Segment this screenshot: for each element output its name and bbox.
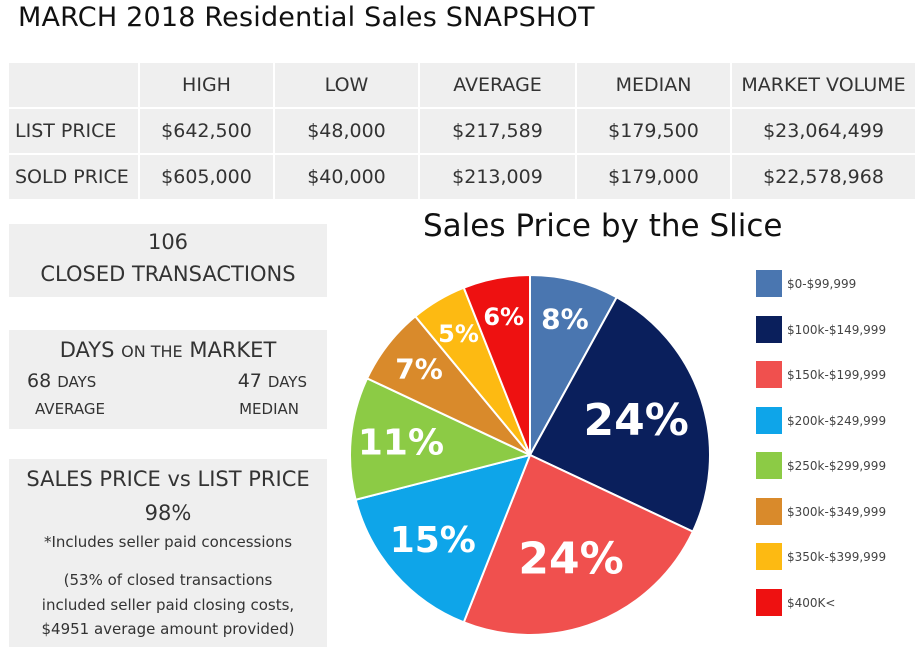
pie-slice-label: 7% (395, 352, 443, 385)
pie-slice-label: 24% (518, 533, 623, 584)
dom-title-part: DAYS (59, 338, 122, 362)
header-cell (9, 63, 140, 109)
closed-count: 106 (147, 230, 189, 254)
table-header-row: HIGH LOW AVERAGE MEDIAN MARKET VOLUME (9, 63, 915, 109)
legend-label: $100k-$149,999 (787, 322, 887, 337)
pie-slice (349, 377, 533, 501)
legend-swatch (756, 315, 782, 343)
ratio-title: SALES PRICE vs LIST PRICE (26, 467, 310, 491)
page-title: MARCH 2018 Residential Sales SNAPSHOT (18, 2, 595, 33)
pie-slice-label: 11% (358, 422, 444, 463)
chart-title: Sales Price by the Slice (423, 208, 783, 244)
legend-swatch (756, 588, 782, 616)
table-cell: $48,000 (274, 108, 420, 155)
pie-slice (529, 273, 619, 456)
legend-swatch (756, 270, 782, 297)
dom-title-part: ON THE (121, 342, 183, 361)
ratio-percent: 98% (144, 501, 192, 525)
legend-item: $250k-$299,999 (756, 450, 916, 480)
header-cell: LOW (274, 63, 420, 109)
dom-average-value: 68 DAYS (27, 370, 96, 392)
header-cell: MEDIAN (576, 63, 732, 109)
header-cell: HIGH (139, 63, 275, 109)
legend-label: $300k-$349,999 (787, 504, 887, 519)
dom-median-number: 47 (237, 370, 268, 392)
price-stats-table: HIGH LOW AVERAGE MEDIAN MARKET VOLUME LI… (9, 63, 915, 199)
dom-average-label: AVERAGE (35, 400, 105, 418)
table-cell: $213,009 (419, 154, 577, 199)
legend-item: $150k-$199,999 (756, 359, 916, 389)
dom-title-part: MARKET (182, 338, 277, 362)
days-on-market-box: DAYS ON THE MARKET 68 DAYS AVERAGE 47 DA… (9, 330, 327, 429)
ratio-note: *Includes seller paid concessions (43, 533, 293, 551)
legend-label: $200k-$249,999 (787, 413, 887, 428)
ratio-paragraph-line: included seller paid closing costs, (41, 596, 295, 614)
table-row: LIST PRICE $642,500 $48,000 $217,589 $17… (9, 108, 915, 155)
table-cell: $22,578,968 (763, 166, 884, 188)
legend-item: $300k-$349,999 (756, 496, 916, 526)
dom-median-value: 47 DAYS (238, 370, 307, 392)
pie-slice-label: 8% (541, 303, 589, 336)
legend-label: $150k-$199,999 (787, 368, 887, 382)
dom-median-label: MEDIAN (239, 400, 299, 418)
table-cell: $23,064,499 (731, 108, 915, 155)
legend-label: $400K< (787, 595, 836, 610)
legend-item: $100k-$149,999 (756, 314, 916, 344)
table-cell: $179,500 (576, 108, 732, 155)
table-cell: $605,000 (139, 154, 275, 199)
header-cell: MARKET VOLUME (731, 63, 915, 109)
legend-item: $350k-$399,999 (756, 541, 916, 571)
legend-swatch (756, 406, 782, 434)
pie-slice (354, 453, 532, 624)
closed-label: CLOSED TRANSACTIONS (40, 262, 296, 286)
pie-slice-label: 15% (390, 520, 476, 561)
header-cell: AVERAGE (419, 63, 577, 109)
pie-slice-label: 24% (583, 395, 688, 446)
dom-average-number: 68 (27, 370, 58, 392)
legend-item: $0-$99,999 (756, 268, 916, 298)
ratio-paragraph-line: $4951 average amount provided) (41, 620, 295, 638)
row-label: SOLD PRICE (9, 154, 140, 199)
ratio-paragraph-line: (53% of closed transactions (63, 571, 273, 589)
row-label: LIST PRICE (9, 108, 140, 155)
table-row: SOLD PRICE $605,000 $40,000 $213,009 $17… (9, 154, 915, 199)
legend-item: $200k-$249,999 (756, 405, 916, 435)
dom-average-unit: DAYS (57, 373, 97, 391)
legend-swatch (756, 543, 782, 570)
pie-slice (528, 295, 711, 533)
table-cell: $642,500 (139, 108, 275, 155)
legend-swatch (756, 452, 782, 479)
legend-swatch (756, 497, 782, 525)
table-cell: $40,000 (274, 154, 420, 199)
legend-label: $250k-$299,999 (787, 459, 887, 473)
legend-label: $350k-$399,999 (787, 550, 887, 564)
legend-label: $0-$99,999 (787, 277, 857, 291)
pie-slice (462, 453, 695, 636)
dom-median-unit: DAYS (267, 373, 307, 391)
sales-vs-list-box: SALES PRICE vs LIST PRICE 98% *Includes … (9, 459, 327, 647)
table-cell: $179,000 (576, 154, 732, 199)
closed-transactions-box: 106 CLOSED TRANSACTIONS (9, 224, 327, 297)
dom-title: DAYS ON THE MARKET (9, 338, 327, 362)
table-cell: $217,589 (419, 108, 577, 155)
pie-slice-label: 6% (483, 303, 524, 331)
legend-item: $400K< (756, 587, 916, 617)
pie-slice-label: 5% (438, 320, 479, 348)
pie-slice (462, 273, 531, 456)
legend-swatch (756, 361, 782, 388)
pie-chart: 8% 24% 24% 15% 11% 7% 5%6% (349, 273, 711, 636)
